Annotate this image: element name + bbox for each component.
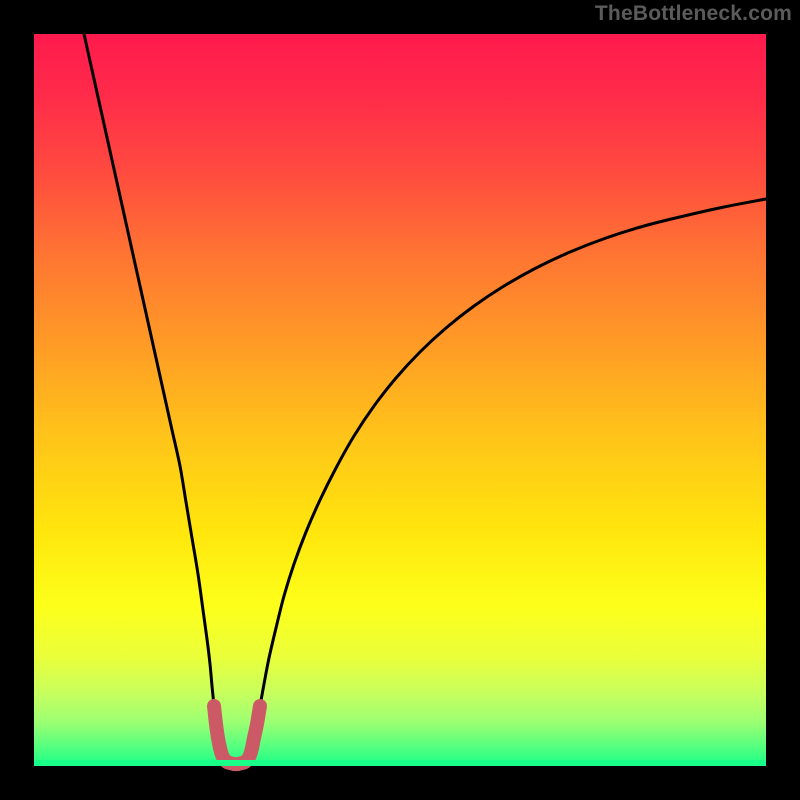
main-curve [84,34,766,764]
curve-svg [34,34,766,766]
marker-overlay [214,706,260,764]
watermark-text: TheBottleneck.com [595,2,792,26]
bottom-green-band [34,760,766,766]
figure-container: TheBottleneck.com [0,0,800,800]
plot-area [34,34,766,766]
